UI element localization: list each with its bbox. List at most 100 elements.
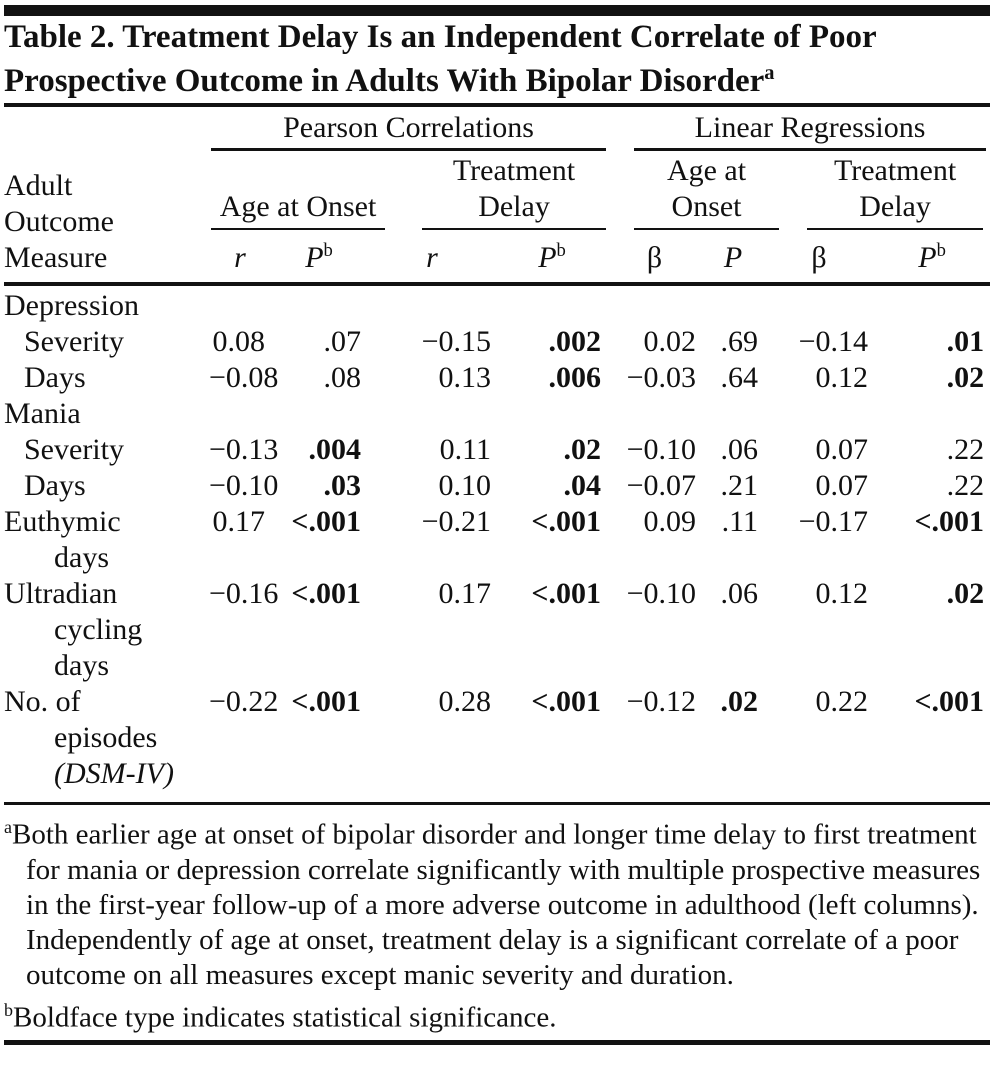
group-header-pearson: Pearson Correlations — [209, 110, 607, 151]
subgroup-header-age-onset-pearson: Age at Onset — [209, 151, 385, 230]
stat-cell: <.001 — [291, 685, 361, 718]
stat-cell: <.001 — [291, 505, 361, 538]
footnote-a: aBoth earlier age at onset of bipolar di… — [4, 810, 982, 993]
stat-cell: .06 — [720, 433, 759, 466]
footnote-text: Boldface type indicates statistical sign… — [12, 1001, 557, 1034]
table-row-depression-severity: Severity 0.08 .07 −0.15 .002 0.02 .69 −0… — [4, 324, 990, 360]
outcomes-table: Adult Outcome Measure Pearson Correlatio… — [4, 110, 991, 802]
stat-cell: 0.08 — [212, 325, 266, 358]
table-row-euthymic-days: Euthymic days 0.17 <.001 −0.21 <.001 0.0… — [4, 504, 990, 576]
table-header: Adult Outcome Measure Pearson Correlatio… — [4, 110, 991, 286]
stat-cell: −0.21 — [421, 505, 491, 538]
stat-cell: 0.07 — [815, 469, 869, 502]
footnote-text: Both earlier age at onset of bipolar dis… — [11, 818, 981, 991]
stat-cell: .02 — [946, 361, 985, 394]
stat-cell: .04 — [563, 469, 602, 502]
table-row-depression-days: Days −0.08 .08 0.13 .006 −0.03 .64 0.12 … — [4, 360, 990, 396]
row-label: Ultradian cycling days — [4, 577, 143, 682]
stat-cell: .01 — [946, 325, 985, 358]
stat-cell: 0.11 — [439, 433, 491, 466]
stat-cell: 0.07 — [815, 433, 869, 466]
footnote-marker: b — [4, 999, 13, 1020]
table-row-group-mania: Mania — [4, 396, 990, 432]
row-label: Days — [24, 469, 86, 502]
stat-cell: .11 — [721, 505, 759, 538]
stat-cell: 0.17 — [212, 505, 266, 538]
stat-cell: .21 — [720, 469, 759, 502]
row-label: Severity — [24, 325, 124, 358]
table-title-footnote-marker: a — [764, 62, 775, 84]
stat-cell: −0.10 — [209, 469, 279, 502]
stat-cell: .08 — [323, 361, 362, 394]
stat-cell: <.001 — [914, 505, 985, 538]
stat-cell: −0.03 — [626, 361, 697, 394]
stat-cell: 0.10 — [438, 469, 492, 502]
stat-cell: −0.07 — [626, 469, 697, 502]
table-row-mania-days: Days −0.10 .03 0.10 .04 −0.07 .21 0.07 .… — [4, 468, 990, 504]
table-title: Table 2. Treatment Delay Is an Independe… — [4, 19, 986, 99]
stat-cell: 0.09 — [643, 505, 697, 538]
column-header-p: P — [702, 230, 765, 286]
stat-cell: 0.28 — [438, 685, 492, 718]
row-label: Mania — [4, 397, 81, 430]
column-header-p: Pb — [271, 230, 367, 286]
stat-cell: 0.12 — [815, 361, 869, 394]
stat-cell: <.001 — [531, 577, 602, 610]
stat-cell: .004 — [308, 433, 362, 466]
stat-cell: 0.13 — [438, 361, 492, 394]
row-label-dsm-iv: (DSM-IV) — [54, 757, 174, 790]
group-header-linear: Linear Regressions — [607, 110, 990, 151]
stat-cell: 0.02 — [643, 325, 697, 358]
stat-cell: −0.12 — [626, 685, 697, 718]
stat-cell: −0.17 — [798, 505, 869, 538]
stat-cell: .22 — [946, 433, 985, 466]
table-title-text: Table 2. Treatment Delay Is an Independe… — [4, 19, 877, 99]
stat-cell: .006 — [548, 361, 602, 394]
column-header-p: Pb — [497, 230, 608, 286]
stat-cell: .07 — [323, 325, 362, 358]
subgroup-header-treatment-delay-pearson: Treatment Delay — [367, 151, 607, 230]
stat-cell: <.001 — [291, 577, 361, 610]
table-row-group-depression: Depression — [4, 284, 990, 324]
footnote-marker: a — [4, 817, 12, 837]
stat-cell: <.001 — [914, 685, 985, 718]
stat-cell: −0.22 — [209, 685, 279, 718]
row-label: No. of episodes (DSM-IV) — [4, 684, 209, 802]
stat-cell: −0.10 — [626, 433, 697, 466]
stat-cell: .64 — [720, 361, 759, 394]
stat-cell: 0.22 — [815, 685, 869, 718]
table-row-mania-severity: Severity −0.13 .004 0.11 .02 −0.10 .06 0… — [4, 432, 990, 468]
footnote-divider-rule — [4, 802, 990, 805]
column-header-p: Pb — [874, 230, 991, 286]
column-header-r: r — [367, 230, 497, 286]
stat-cell: .02 — [946, 577, 985, 610]
title-rule — [4, 103, 990, 107]
row-label: Days — [24, 361, 86, 394]
stat-cell: .02 — [563, 433, 602, 466]
stat-cell: .22 — [946, 469, 985, 502]
column-header-r: r — [209, 230, 271, 286]
stat-cell: .002 — [548, 325, 602, 358]
column-header-beta: β — [607, 230, 703, 286]
top-rule — [4, 5, 990, 16]
stat-cell: .69 — [720, 325, 759, 358]
stat-cell: <.001 — [531, 505, 602, 538]
subgroup-header-treatment-delay-linear: Treatment Delay — [764, 151, 990, 230]
stat-cell: −0.16 — [209, 577, 279, 610]
stub-header: Adult Outcome Measure — [4, 110, 209, 286]
bottom-rule — [4, 1040, 990, 1046]
footnote-b: bBoldface type indicates statistical sig… — [4, 993, 982, 1036]
row-label: Severity — [24, 433, 124, 466]
stat-cell: <.001 — [531, 685, 602, 718]
table-body: Depression Severity 0.08 .07 −0.15 .002 … — [4, 284, 990, 802]
stat-cell: −0.08 — [209, 361, 279, 394]
stat-cell: −0.15 — [421, 325, 491, 358]
table-row-no-of-episodes: No. of episodes (DSM-IV) −0.22 <.001 0.28… — [4, 684, 990, 802]
row-label: Euthymic days — [4, 505, 121, 574]
stat-cell: 0.17 — [438, 577, 492, 610]
stat-cell: 0.12 — [815, 577, 869, 610]
footnotes: aBoth earlier age at onset of bipolar di… — [4, 810, 982, 1035]
stat-cell: .02 — [720, 685, 759, 718]
column-header-beta: β — [764, 230, 875, 286]
